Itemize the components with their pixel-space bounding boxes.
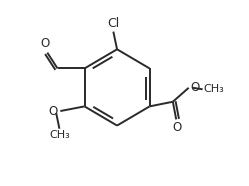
Text: Cl: Cl (107, 17, 120, 30)
Text: O: O (190, 81, 199, 94)
Text: O: O (40, 37, 49, 50)
Text: CH₃: CH₃ (203, 84, 224, 94)
Text: O: O (49, 105, 58, 118)
Text: CH₃: CH₃ (49, 130, 70, 140)
Text: O: O (172, 121, 181, 134)
